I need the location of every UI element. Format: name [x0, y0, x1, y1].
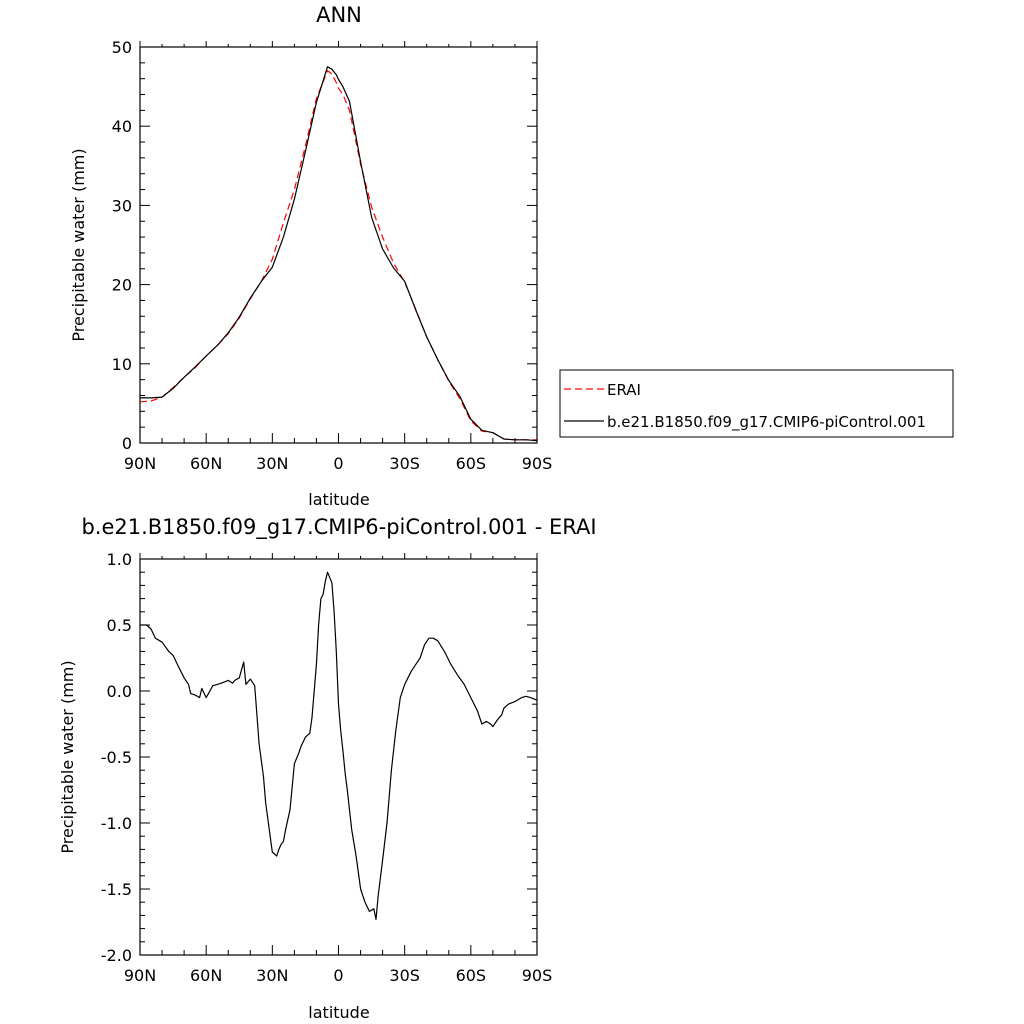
- bottom-x-tick-label: 0: [333, 966, 343, 985]
- bottom-y-tick-label: 1.0: [107, 550, 132, 569]
- bottom-y-tick-label: -0.5: [101, 748, 132, 767]
- legend-box: [559, 369, 954, 438]
- top-series-line-1: [140, 66, 538, 442]
- bottom-y-axis-label: Precipitable water (mm): [58, 660, 77, 853]
- top-y-axis-label: Precipitable water (mm): [69, 148, 88, 341]
- top-x-axis-label: latitude: [308, 490, 369, 509]
- top-x-ticks: 90N 60N 30N 0 30S 60S 90S: [124, 41, 552, 473]
- bottom-x-tick-label: 90S: [522, 966, 553, 985]
- bottom-panel: b.e21.B1850.f09_g17.CMIP6-piControl.001 …: [58, 515, 597, 1022]
- top-plot-frame: [139, 46, 538, 444]
- top-panel: ANN 90N 60N 30N 0 30S 60S 90S 0 10 20 30 40 50 lati…: [69, 3, 552, 509]
- top-y-ticks: 0 10 20 30 40 50: [112, 38, 537, 453]
- bottom-chart-title: b.e21.B1850.f09_g17.CMIP6-piControl.001 …: [81, 515, 596, 540]
- bottom-y-tick-label: -1.5: [101, 880, 132, 899]
- top-x-tick-label: 30N: [256, 454, 288, 473]
- top-y-tick-label: 40: [112, 117, 132, 136]
- top-y-tick-label: 0: [122, 434, 132, 453]
- bottom-x-axis-label: latitude: [308, 1003, 369, 1022]
- legend-label-erai: ERAI: [607, 381, 641, 399]
- top-chart-title: ANN: [316, 3, 362, 27]
- legend-label-model: b.e21.B1850.f09_g17.CMIP6-piControl.001: [607, 413, 926, 432]
- bottom-y-tick-label: -2.0: [101, 946, 132, 965]
- top-y-tick-label: 50: [112, 38, 132, 57]
- top-x-tick-label: 30S: [389, 454, 420, 473]
- bottom-y-tick-label: 0.0: [107, 682, 132, 701]
- top-x-tick-label: 90N: [124, 454, 156, 473]
- top-series: [139, 66, 538, 442]
- top-y-tick-label: 20: [112, 276, 132, 295]
- bottom-x-tick-label: 60S: [456, 966, 487, 985]
- top-y-tick-label: 30: [112, 196, 132, 215]
- bottom-x-tick-label: 60N: [190, 966, 222, 985]
- top-x-tick-label: 60S: [456, 454, 487, 473]
- bottom-y-tick-label: -1.0: [101, 814, 132, 833]
- bottom-series: [140, 571, 538, 921]
- bottom-x-tick-label: 30S: [389, 966, 420, 985]
- bottom-y-tick-label: 0.5: [107, 616, 132, 635]
- bottom-x-tick-label: 30N: [256, 966, 288, 985]
- legend: ERAI b.e21.B1850.f09_g17.CMIP6-piControl…: [559, 369, 954, 438]
- bottom-x-tick-label: 90N: [124, 966, 156, 985]
- top-x-tick-label: 90S: [522, 454, 553, 473]
- top-y-tick-label: 10: [112, 355, 132, 374]
- bottom-series-line-0: [140, 571, 538, 921]
- bottom-plot-frame: [139, 558, 538, 956]
- top-x-tick-label: 0: [333, 454, 343, 473]
- top-x-tick-label: 60N: [190, 454, 222, 473]
